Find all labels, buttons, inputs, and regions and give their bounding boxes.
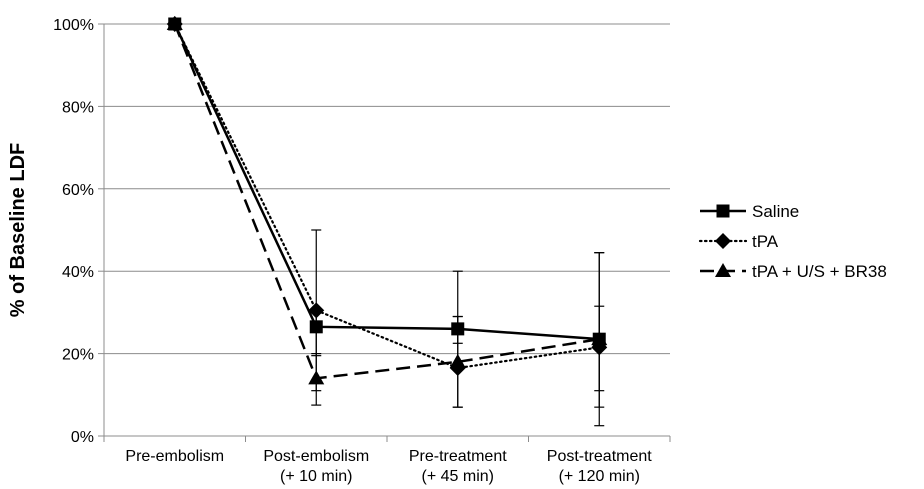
x-tick-label: Pre-treatment (+ 45 min) [409, 448, 507, 485]
x-tick-label: Post-treatment (+ 120 min) [547, 448, 652, 485]
series-line-tpa-u-s-br38 [173, 23, 600, 380]
legend-entry-tpa: tPA [698, 232, 779, 251]
y-tick-label: 0% [71, 429, 94, 446]
legend: Saline tPA tPA + U/S + BR38 [698, 202, 887, 281]
series-line-saline [173, 23, 600, 341]
legend-label: Saline [752, 202, 799, 221]
data-points [166, 16, 608, 385]
data-point-saline [309, 320, 323, 334]
data-point-tpa-u-s-br38 [449, 353, 466, 368]
axes [98, 23, 671, 442]
error-bar-tpa-u-s-br38 [594, 252, 605, 408]
series-line-tpa [173, 22, 601, 370]
data-point-tpa-u-s-br38 [166, 16, 183, 30]
y-tick-label: 40% [62, 264, 94, 281]
y-tick-labels: 0% 20% 40% 60% 80% 100% [53, 17, 94, 446]
legend-label: tPA + U/S + BR38 [752, 262, 887, 281]
x-tick-label: Pre-embolism [125, 448, 224, 465]
x-tick-label: Post-embolism (+ 10 min) [263, 448, 369, 485]
series-lines [173, 22, 601, 380]
legend-marker [715, 263, 731, 277]
data-point-tpa-u-s-br38 [308, 370, 325, 385]
legend-entry-tpa-u-s-br38: tPA + U/S + BR38 [700, 262, 887, 281]
legend-label: tPA [752, 232, 779, 251]
gridlines [104, 23, 670, 355]
y-axis-label: % of Baseline LDF [7, 143, 29, 317]
y-tick-label: 60% [62, 182, 94, 199]
y-tick-label: 80% [62, 99, 94, 116]
y-tick-label: 100% [53, 17, 94, 34]
legend-marker [716, 204, 730, 218]
x-tick-labels: Pre-embolism Post-embolism (+ 10 min) Pre-t… [125, 448, 652, 485]
legend-marker [715, 233, 731, 249]
y-tick-label: 20% [62, 347, 94, 364]
legend-entry-saline: Saline [700, 202, 799, 221]
data-point-tpa-u-s-br38 [591, 331, 608, 346]
data-point-saline [451, 322, 465, 336]
data-point-tpa [308, 302, 325, 319]
